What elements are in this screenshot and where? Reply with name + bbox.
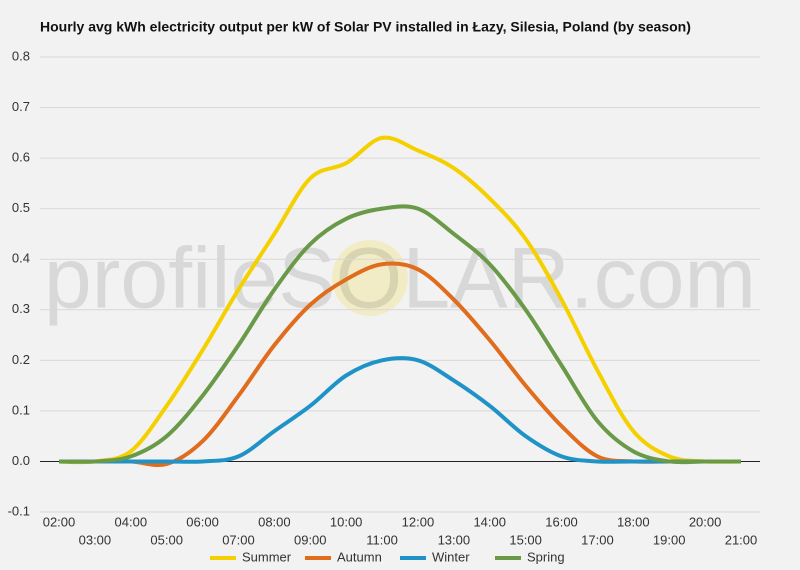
y-tick-label: 0.8 (12, 48, 30, 63)
y-tick-label: 0.4 (12, 251, 30, 266)
x-tick-label: 06:00 (186, 514, 219, 529)
y-tick-label: 0.2 (12, 352, 30, 367)
x-tick-label: 16:00 (545, 514, 578, 529)
legend-label: Summer (242, 549, 292, 564)
legend-label: Autumn (337, 549, 382, 564)
x-tick-label: 04:00 (115, 514, 148, 529)
x-tick-label: 18:00 (617, 514, 650, 529)
x-tick-label: 21:00 (725, 532, 758, 547)
legend-label: Spring (527, 549, 565, 564)
series-line (58, 204, 741, 465)
x-tick-label: 15:00 (509, 532, 542, 547)
x-tick-label: 02:00 (43, 514, 76, 529)
x-tick-label: 07:00 (222, 532, 255, 547)
y-tick-label: -0.1 (8, 503, 30, 518)
legend-label: Winter (432, 549, 470, 564)
x-tick-label: 12:00 (402, 514, 435, 529)
x-tick-label: 10:00 (330, 514, 363, 529)
x-tick-label: 13:00 (438, 532, 471, 547)
x-tick-label: 19:00 (653, 532, 686, 547)
x-tick-label: 17:00 (581, 532, 614, 547)
x-tick-label: 05:00 (150, 532, 183, 547)
x-tick-label: 14:00 (473, 514, 506, 529)
x-tick-label: 20:00 (689, 514, 722, 529)
y-tick-label: 0.7 (12, 99, 30, 114)
y-tick-label: 0.3 (12, 301, 30, 316)
y-tick-label: 0.6 (12, 150, 30, 165)
series-line (59, 356, 741, 464)
series-line (58, 135, 742, 465)
y-tick-label: 0.5 (12, 200, 30, 215)
y-tick-label: 0.0 (12, 453, 30, 468)
y-tick-label: 0.1 (12, 402, 30, 417)
x-tick-label: 08:00 (258, 514, 291, 529)
x-tick-label: 09:00 (294, 532, 327, 547)
x-tick-label: 03:00 (79, 532, 112, 547)
x-tick-label: 11:00 (366, 532, 398, 547)
watermark: profileSOLAR.com (44, 231, 756, 327)
chart-title: Hourly avg kWh electricity output per kW… (40, 19, 691, 35)
